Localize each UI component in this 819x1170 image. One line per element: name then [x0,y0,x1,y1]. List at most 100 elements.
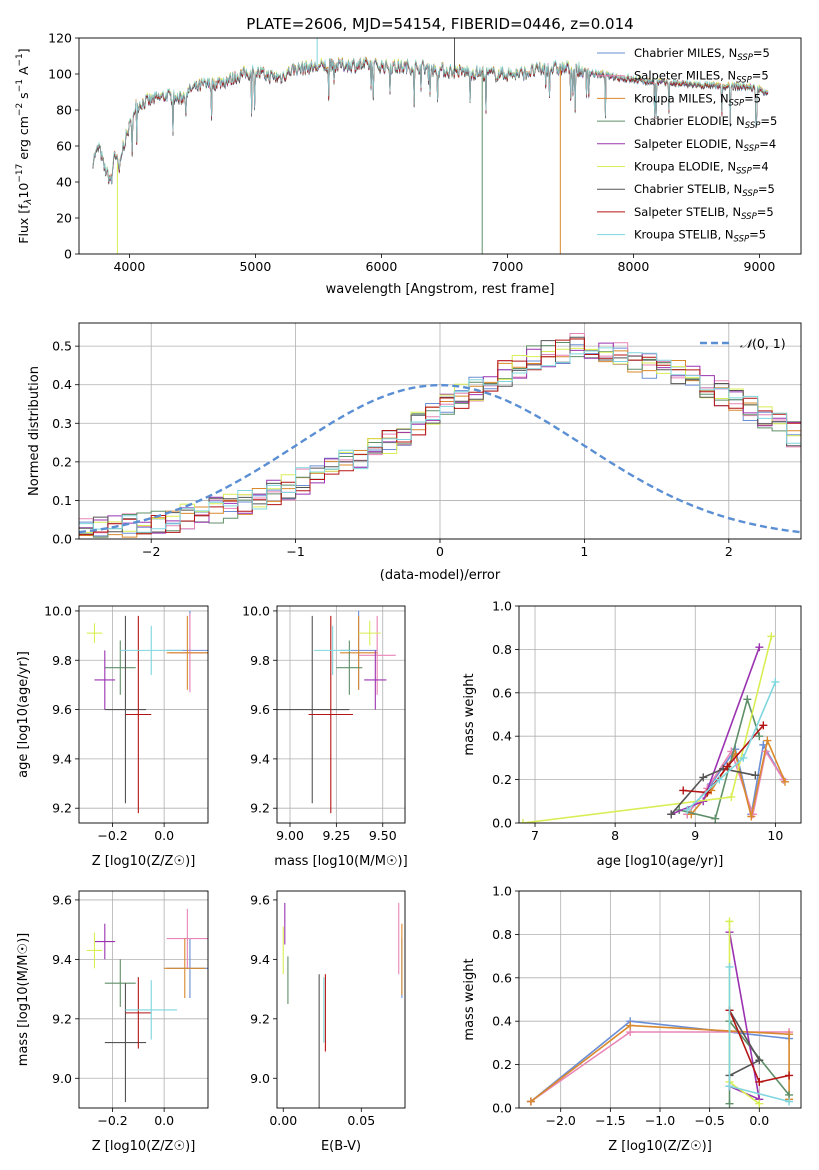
x-tick-label: 10 [767,828,783,843]
errorbar-point-6 [277,615,350,804]
residual-hist-8 [79,347,801,533]
errorbar-point-8 [120,625,183,676]
legend-label-2: Kroupa MILES, NSSP=5 [634,91,761,108]
plus-marker [767,632,776,641]
x-tick-label: 9.00 [276,828,304,843]
plus-marker [723,762,732,771]
errorbar-point-3 [104,959,136,1007]
legend-label-8: Kroupa STELIB, NSSP=5 [634,228,766,245]
plus-marker [725,1082,734,1091]
y-tick-label: 0.5 [52,339,72,354]
y-tick-label: 80 [56,103,72,118]
plus-marker [526,1097,535,1106]
errorbar-point-7 [125,977,152,1049]
errorbar-point-4 [94,650,116,710]
y-tick-label: 1.0 [492,599,512,614]
x-tick-label: 9000 [744,259,776,274]
x-tick-label: 0.00 [269,1113,297,1128]
mass_weight_vs_age-panel: 7 8 9 10 0.0 0.2 0.4 0.6 0.8 1.0 age [log10(age/yr… [462,599,802,869]
errorbar-point-6 [104,615,147,804]
plus-marker [755,1056,764,1065]
residuals-panel: −2 −1 0 1 2 0.0 0.1 0.2 0.3 0.4 0.5 (data-model)/er… [27,322,802,583]
mass-weight-line-6 [670,767,756,815]
x-tick-label: 9.25 [322,828,350,843]
x-axis-label: (data-model)/error [380,568,501,583]
x-axis-label: age [log10(age/yr)] [597,854,724,869]
errorbar-point-8 [314,625,352,676]
errorbar-point-7 [308,615,354,814]
x-tick-label: 0.0 [749,1113,769,1128]
mass-weight-line-4 [670,646,761,816]
mass_vs_ebv-panel: 0.00 0.05 9.0 9.2 9.4 9.6 E(B-V) [250,890,406,1154]
legend-label-5: Kroupa ELODIE, NSSP=4 [634,160,769,177]
mass-weight-line-2 [530,1024,790,1103]
y-tick-label: 1.0 [492,884,512,899]
y-tick-label: 0.1 [52,493,72,508]
x-tick-label: −1.0 [645,1113,675,1128]
errorbar-point-5 [358,620,381,646]
mass-weight-line-2 [690,737,786,817]
mass-weight-line-5 [522,636,773,823]
y-tick-label: 9.6 [250,702,270,717]
y-axis-label: mass weight [462,958,477,1040]
plus-marker [763,736,772,745]
y-tick-label: 0.4 [492,729,512,744]
plus-marker [755,643,764,652]
errorbar-point-1 [358,615,396,695]
mass_weight_vs_Z-panel: −2.0 −1.5 −1.0 −0.5 0.0 0.0 0.2 0.4 0.6 0.8 1.0 Z [… [462,884,802,1154]
plus-marker [715,775,724,784]
residual-hist-6 [79,336,801,533]
plus-marker [780,777,789,786]
errorbar-point-2 [340,615,378,690]
x-tick-label: 9 [691,828,699,843]
plus-marker [725,917,734,926]
y-tick-label: 0.0 [492,816,512,831]
plus-marker [755,1077,764,1086]
y-tick-label: 10.0 [242,603,270,618]
legend-label-7: Salpeter STELIB, NSSP=5 [634,205,774,222]
x-tick-label: −0.2 [97,1113,127,1128]
x-tick-label: 8000 [618,259,650,274]
x-tick-label: −0.5 [694,1113,724,1128]
axes-frame [78,605,209,824]
x-tick-label: 0.0 [154,1113,174,1128]
y-tick-label: 120 [48,31,72,46]
legend-label-normal: 𝒩(0, 1) [740,336,786,351]
x-tick-label: 5000 [239,259,271,274]
x-tick-label: 6000 [366,259,398,274]
plus-marker [727,792,736,801]
x-tick-label: −2 [142,544,160,559]
normal-curve [79,383,801,534]
figure-title: PLATE=2606, MJD=54154, FIBERID=0446, z=0… [246,15,633,33]
x-tick-label: 8 [611,828,619,843]
age_vs_mass-panel: 9.00 9.25 9.50 9.2 9.4 9.6 9.8 10.0 mass [log10(… [242,603,408,869]
mass-weight-line-3 [679,696,761,820]
mass_vs_Z-panel: −0.2 0.0 9.0 9.2 9.4 9.6 Z [log10(Z/Z☉)] mass [… [16,890,209,1154]
age_vs_Z-panel: −0.2 0.0 9.2 9.4 9.6 9.8 10.0 Z [log10(Z/Z☉)] ag… [16,603,209,869]
plus-marker [739,753,748,762]
y-tick-label: 0.6 [492,970,512,985]
errorbar-point-2 [166,615,208,690]
legend-label-1: Salpeter MILES, NSSP=5 [634,69,769,86]
plus-marker [626,1021,635,1030]
errorbar-point-3 [104,640,136,695]
errorbar-point-8 [125,980,178,1040]
x-tick-label: 7 [531,828,539,843]
axes-frame [276,890,406,1109]
y-tick-label: 0.4 [52,377,72,392]
y-tick-label: 9.6 [52,702,72,717]
errorbar-point-6 [104,983,147,1103]
plus-marker [699,773,708,782]
y-tick-label: 9.2 [250,801,270,816]
x-axis-label: wavelength [Angstrom, rest frame] [326,282,555,297]
spectrum-lines [92,38,769,254]
y-tick-label: 9.6 [52,892,72,907]
plus-marker [519,819,528,823]
x-axis-label: Z [log10(Z/Z☉)] [92,854,196,869]
errorbar-point-5 [86,932,103,969]
errorbar-point-3 [336,640,363,695]
plus-marker [755,1099,764,1108]
y-tick-label: 9.8 [52,653,72,668]
x-tick-label: 2 [725,544,733,559]
x-tick-label: 1 [580,544,588,559]
